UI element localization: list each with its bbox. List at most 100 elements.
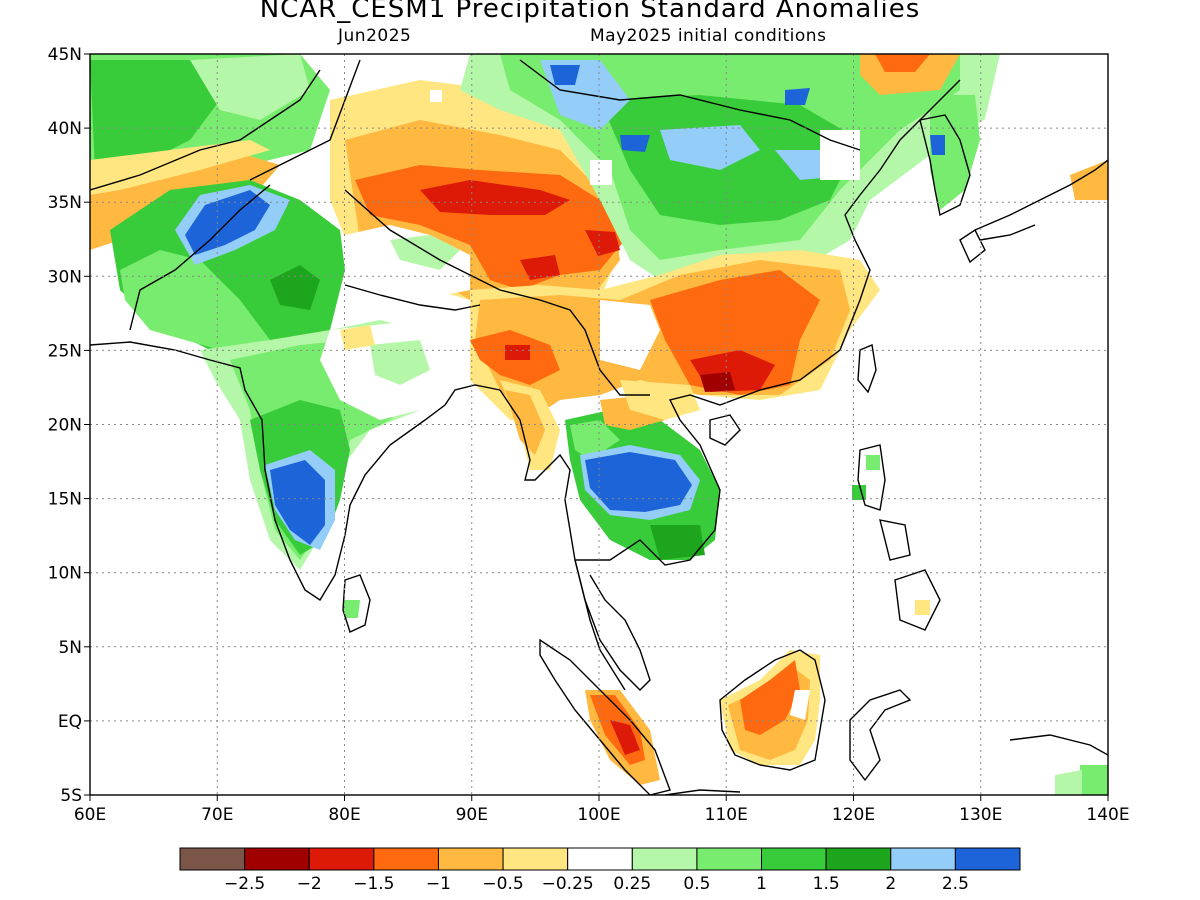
region-mongolia-blue-3 xyxy=(785,88,810,105)
borneo xyxy=(719,649,826,771)
y-tick-label: 10N xyxy=(48,564,82,584)
colorbar-swatch xyxy=(179,847,246,871)
sumatra xyxy=(539,638,671,795)
region-india-lightgreen-2 xyxy=(370,340,430,385)
anomaly-field xyxy=(90,54,1108,795)
colorbar-label: 2.5 xyxy=(942,874,969,894)
region-indochina-darkgreen xyxy=(650,525,705,560)
y-tick-label: 40N xyxy=(48,119,82,139)
region-tibet-darkred xyxy=(420,180,570,215)
colorbar-swatch xyxy=(890,847,956,871)
colorbar-label: 2 xyxy=(885,874,896,894)
colorbar-swatch xyxy=(696,847,763,871)
colorbar-label: 0.5 xyxy=(683,874,710,894)
colorbar-swatch xyxy=(373,847,439,871)
region-borneo-white xyxy=(790,690,810,720)
x-tick-label: 70E xyxy=(201,805,233,825)
x-tick-label: 100E xyxy=(577,805,620,825)
x-tick-label: 90E xyxy=(456,805,488,825)
java xyxy=(664,789,741,795)
region-newguinea-green xyxy=(1080,765,1108,795)
luzon xyxy=(857,444,886,511)
colorbar-swatch xyxy=(244,847,310,871)
initial-conditions: May2025 initial conditions xyxy=(590,26,827,46)
colorbar-swatch xyxy=(761,847,827,871)
region-tibet-darkred-3 xyxy=(520,255,560,280)
nepal-border xyxy=(344,284,481,311)
colorbar-swatch xyxy=(825,847,892,871)
colorbar-label: −1 xyxy=(426,874,451,894)
colorbar-label: −1.5 xyxy=(353,874,394,894)
y-tick-label: 35N xyxy=(48,193,82,213)
region-luzon-green-2 xyxy=(852,485,866,500)
region-manchuria-red xyxy=(875,54,930,72)
x-tick-label: 80E xyxy=(328,805,360,825)
region-india-blue xyxy=(270,460,325,545)
colorbar-swatch xyxy=(567,847,633,871)
region-kazakh-lightgreen xyxy=(190,54,310,120)
japan-kyushu xyxy=(959,228,986,264)
region-eastsea-white xyxy=(980,54,1108,200)
y-tick-label: 15N xyxy=(48,490,82,510)
region-srilanka-green xyxy=(343,600,360,618)
new-guinea xyxy=(1009,734,1108,756)
y-tick-label: 20N xyxy=(48,416,82,436)
region-pakistan-lightgreen xyxy=(120,250,270,350)
colorbar-label: 1 xyxy=(756,874,767,894)
map-title: NCAR_CESM1 Precipitation Standard Anomal… xyxy=(259,0,921,24)
region-mindanao-yellow xyxy=(915,600,930,615)
y-tick-label: 25N xyxy=(48,341,82,361)
graticule xyxy=(90,54,1108,795)
region-mongolia-blue-1 xyxy=(550,65,580,85)
colorbar-label: −0.25 xyxy=(542,874,594,894)
taiwan xyxy=(857,344,877,394)
colorbar-swatch xyxy=(437,847,504,871)
region-mongolia-blue-2 xyxy=(620,135,650,152)
central-asia-border xyxy=(90,69,321,191)
colorbar-label: 1.5 xyxy=(813,874,840,894)
y-tick-label: EQ xyxy=(58,712,82,732)
region-tibet-darkred-2 xyxy=(585,230,620,256)
malay-peninsula xyxy=(574,559,651,691)
region-indochina-blue xyxy=(585,452,692,512)
forecast-month: Jun2025 xyxy=(338,26,412,46)
region-newguinea-lightgreen xyxy=(1055,770,1082,795)
colorbar-label: −2 xyxy=(297,874,322,894)
china-border xyxy=(249,59,650,396)
region-sumatra-darkred xyxy=(610,720,640,755)
region-india-yellow xyxy=(340,325,375,350)
x-tick-label: 60E xyxy=(74,805,106,825)
y-tick-label: 5S xyxy=(60,786,82,806)
colorbar-label: −0.5 xyxy=(482,874,523,894)
burma-coast xyxy=(499,389,626,691)
region-japan-orange xyxy=(1070,160,1108,200)
colorbar-swatch xyxy=(308,847,375,871)
india-coastline xyxy=(90,341,501,601)
region-korea-blue xyxy=(930,135,945,155)
region-borneo-red xyxy=(740,660,800,735)
colorbar-swatch xyxy=(631,847,698,871)
y-tick-label: 5N xyxy=(58,638,82,658)
x-tick-label: 140E xyxy=(1086,805,1129,825)
region-indochina-yellow xyxy=(620,380,700,420)
korea xyxy=(919,114,971,217)
sulawesi xyxy=(849,689,912,782)
x-tick-label: 110E xyxy=(705,805,748,825)
indochina-coast xyxy=(575,79,961,566)
region-iran-yellow xyxy=(90,140,270,195)
region-burma-darkred xyxy=(505,345,530,360)
japan-honshu xyxy=(974,159,1108,241)
region-northwest-darkgreen xyxy=(90,60,220,170)
region-luzon-green xyxy=(866,455,880,470)
y-axis-ticks: 45N 40N 35N 30N 25N 20N 15N 10N 5N EQ 5S xyxy=(48,45,90,806)
pakistan-border xyxy=(129,184,271,331)
x-tick-label: 130E xyxy=(959,805,1002,825)
coastlines xyxy=(90,59,1108,795)
region-yunnan-white xyxy=(600,300,660,370)
srilanka xyxy=(342,574,371,633)
region-china-maroon xyxy=(700,372,735,392)
x-tick-label: 120E xyxy=(832,805,875,825)
region-indochina-lightgreen xyxy=(570,420,620,460)
y-tick-label: 30N xyxy=(48,267,82,287)
